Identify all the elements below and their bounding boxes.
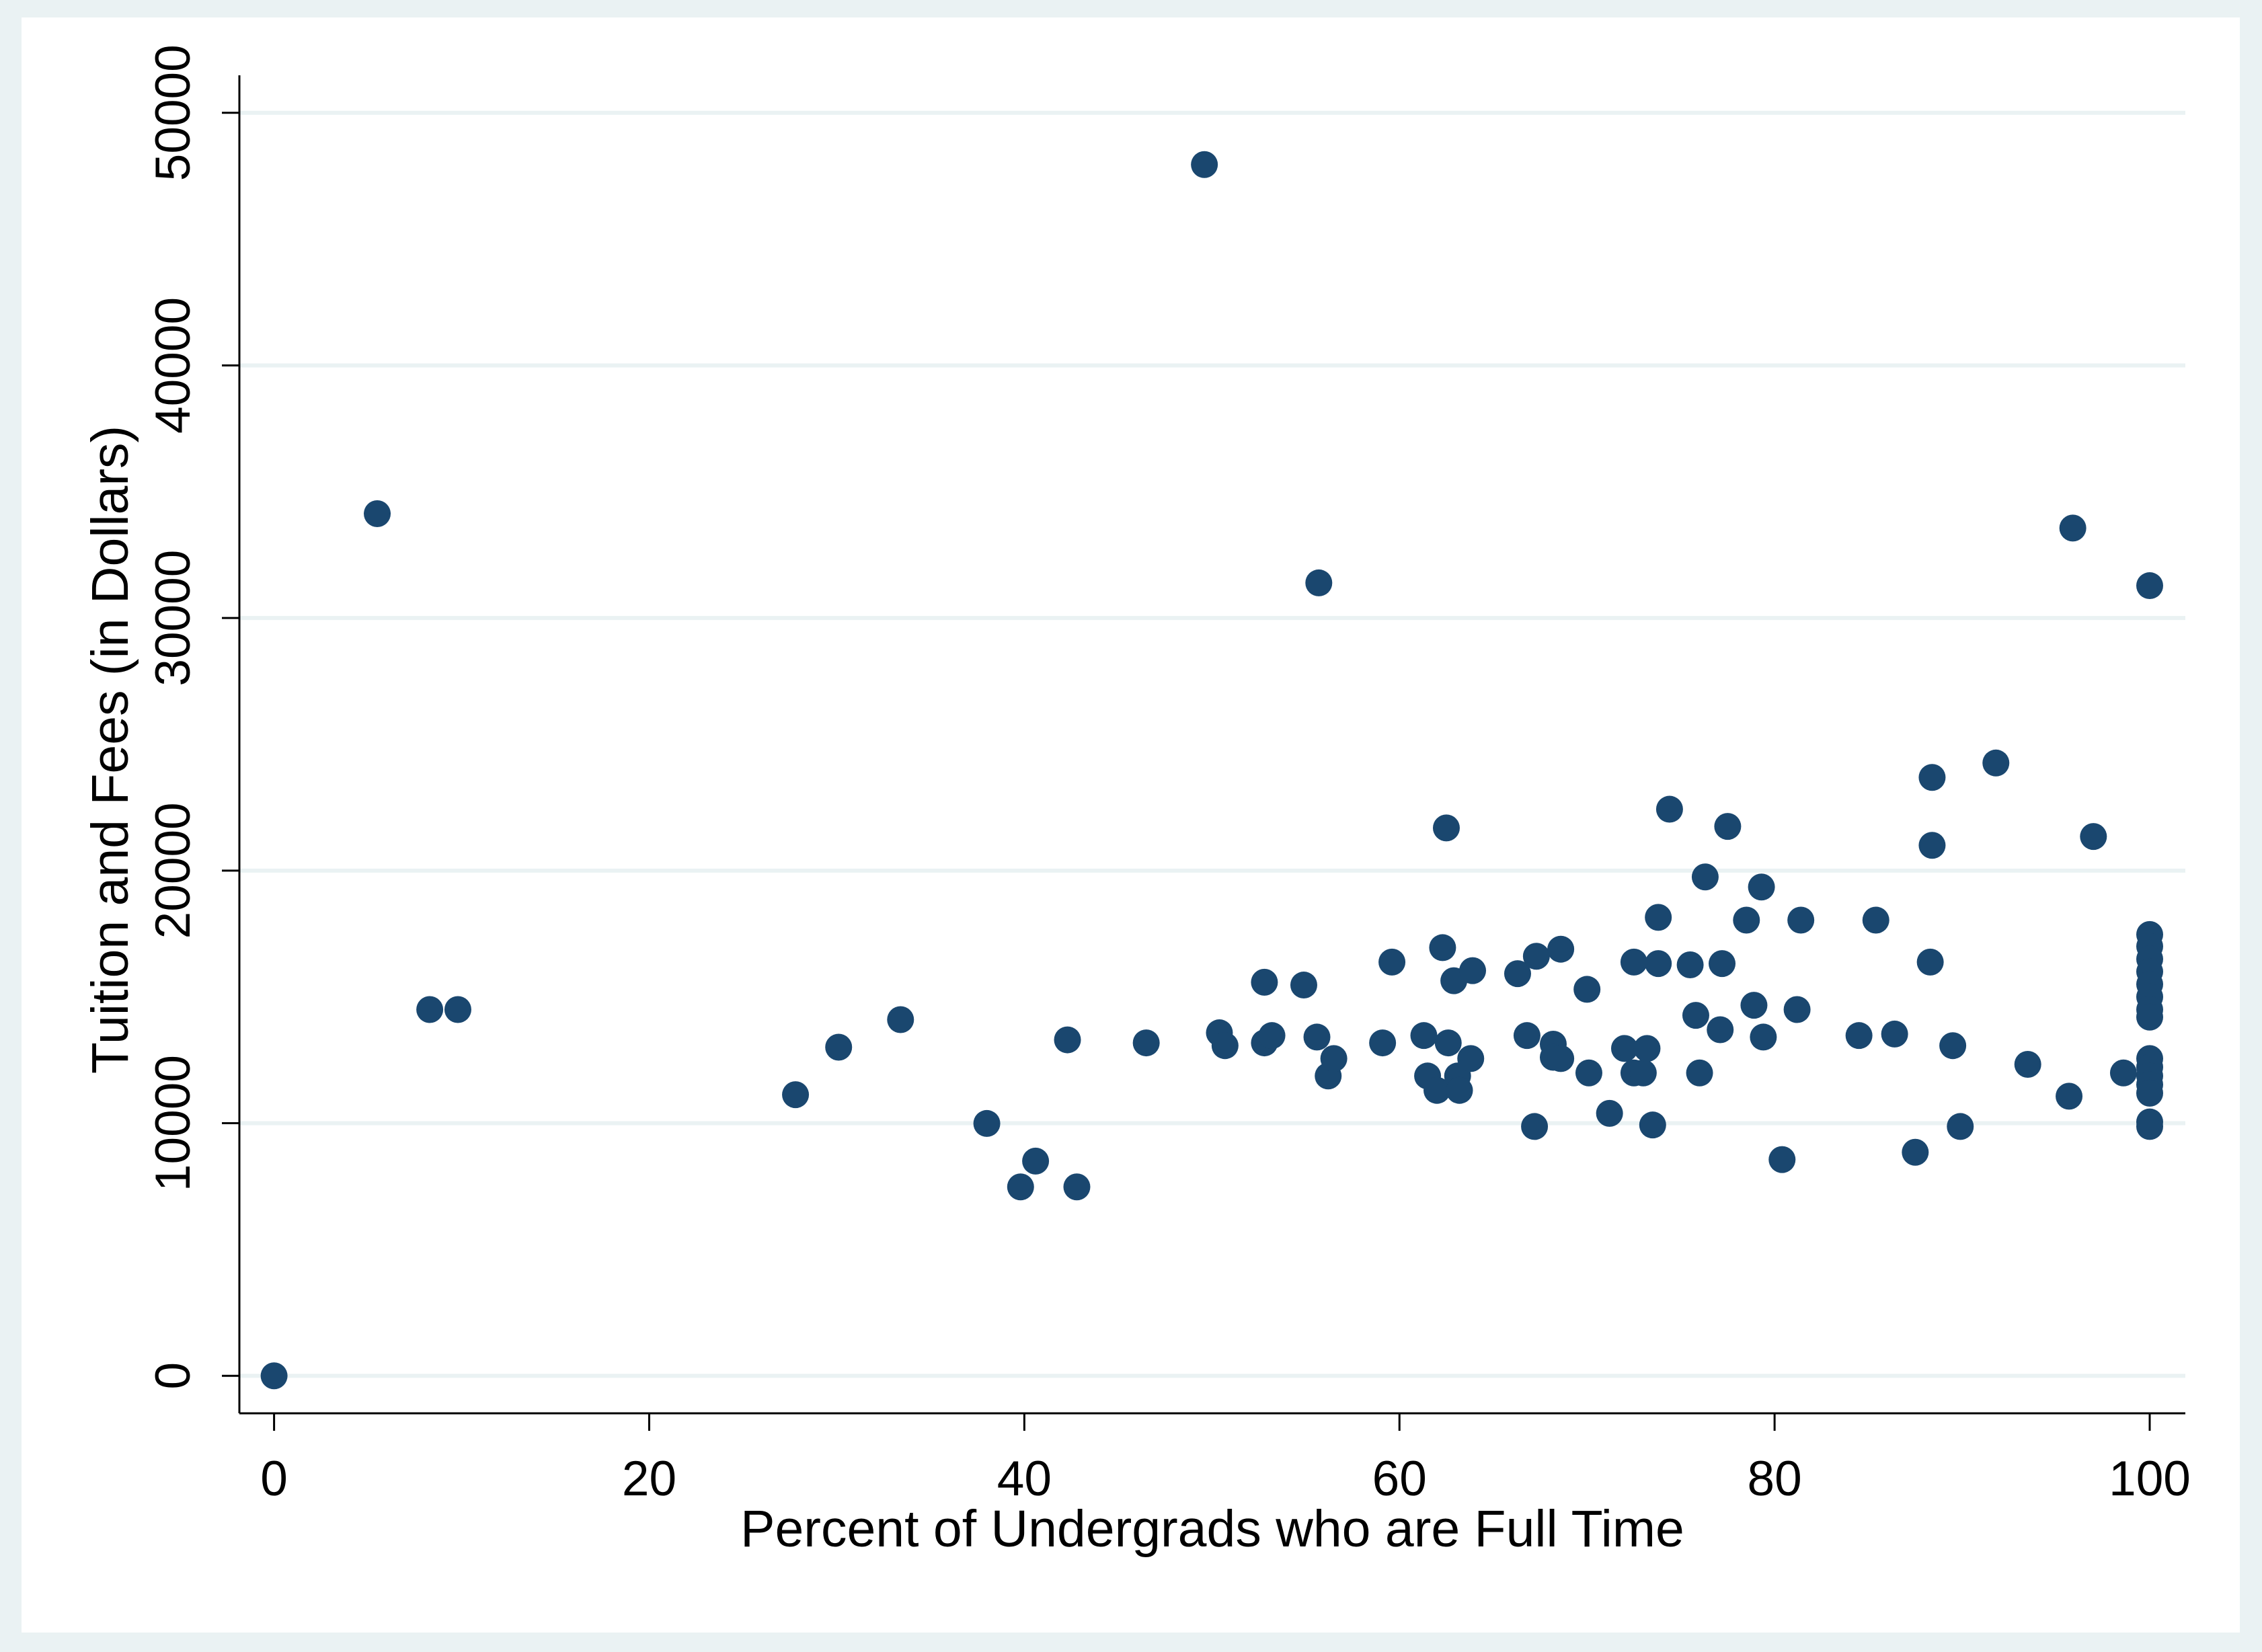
y-axis-title: Tuition and Fees (in Dollars) xyxy=(81,426,139,1074)
point xyxy=(2014,1051,2041,1078)
point xyxy=(1596,1099,1623,1127)
y-tick-label: 10000 xyxy=(146,1055,200,1191)
point xyxy=(1902,1138,1929,1166)
point xyxy=(1862,906,1889,934)
point xyxy=(1748,873,1775,901)
point xyxy=(1258,1022,1286,1050)
point xyxy=(782,1081,810,1109)
point xyxy=(1982,749,2010,777)
point xyxy=(1547,1045,1575,1072)
point xyxy=(1446,1076,1473,1104)
y-tick-label: 0 xyxy=(146,1362,200,1390)
plot-background xyxy=(22,17,2240,1633)
point xyxy=(1424,1076,1451,1104)
y-tick-label: 40000 xyxy=(146,297,200,434)
point xyxy=(1610,1035,1638,1062)
point xyxy=(1211,1032,1239,1060)
point xyxy=(1410,1022,1438,1050)
x-tick-label: 40 xyxy=(997,1452,1052,1506)
point xyxy=(1434,1029,1462,1057)
point xyxy=(1768,1146,1796,1173)
point xyxy=(1629,1059,1657,1087)
point xyxy=(1682,1002,1709,1029)
point xyxy=(1251,968,1278,996)
point xyxy=(1939,1032,1967,1060)
point xyxy=(1633,1035,1661,1062)
point xyxy=(1504,960,1531,988)
point xyxy=(1655,795,1683,823)
point xyxy=(1459,957,1487,984)
point xyxy=(1645,950,1672,978)
point xyxy=(1022,1147,1050,1175)
point xyxy=(1303,1023,1331,1051)
x-tick-label: 60 xyxy=(1372,1452,1427,1506)
point xyxy=(1521,1113,1549,1140)
point xyxy=(1513,1022,1540,1050)
point xyxy=(1691,863,1719,891)
point xyxy=(1457,1045,1485,1072)
point xyxy=(973,1109,1001,1137)
point xyxy=(1845,1022,1873,1050)
point xyxy=(1783,996,1811,1023)
point xyxy=(1676,951,1704,978)
point xyxy=(2136,1003,2164,1031)
point xyxy=(2080,823,2107,851)
point xyxy=(1429,934,1456,961)
y-tick-label: 20000 xyxy=(146,802,200,939)
point xyxy=(825,1033,853,1061)
point xyxy=(1918,764,1946,791)
point xyxy=(1750,1023,1777,1051)
point xyxy=(1573,976,1601,1003)
point xyxy=(2109,1059,2137,1087)
point xyxy=(2059,514,2086,542)
point xyxy=(1369,1029,1397,1057)
point xyxy=(1709,950,1736,978)
point xyxy=(1522,943,1550,970)
y-tick-label: 50000 xyxy=(146,44,200,181)
x-tick-label: 100 xyxy=(2109,1452,2191,1506)
point xyxy=(1007,1173,1034,1201)
y-tick-label: 30000 xyxy=(146,550,200,686)
point xyxy=(1378,948,1406,976)
point xyxy=(1547,935,1575,963)
point xyxy=(1054,1026,1081,1054)
point xyxy=(1063,1173,1091,1201)
point xyxy=(1645,904,1672,931)
point xyxy=(1305,569,1333,596)
point xyxy=(1916,948,1944,976)
point xyxy=(1918,832,1946,859)
x-axis-title: Percent of Undergrads who are Full Time xyxy=(740,1500,1684,1558)
point xyxy=(1191,151,1218,178)
point xyxy=(1707,1016,1734,1044)
point xyxy=(416,996,444,1023)
point xyxy=(1787,906,1815,934)
point xyxy=(260,1362,288,1390)
point xyxy=(2136,1113,2164,1140)
point xyxy=(2136,572,2164,600)
x-tick-label: 80 xyxy=(1748,1452,1802,1506)
x-tick-label: 20 xyxy=(622,1452,676,1506)
point xyxy=(1639,1111,1666,1139)
point xyxy=(2056,1083,2083,1110)
point xyxy=(887,1006,914,1033)
point xyxy=(1881,1020,1908,1048)
point xyxy=(444,996,471,1023)
point xyxy=(364,500,391,527)
point xyxy=(1620,948,1647,976)
point xyxy=(2136,1079,2164,1107)
point xyxy=(1740,992,1768,1019)
point xyxy=(1290,972,1317,999)
point xyxy=(1132,1029,1160,1057)
point xyxy=(1947,1113,1974,1140)
point xyxy=(1320,1045,1348,1072)
x-tick-label: 0 xyxy=(260,1452,288,1506)
point xyxy=(1432,814,1460,842)
point xyxy=(1714,813,1742,840)
point xyxy=(1686,1059,1713,1087)
point xyxy=(1733,906,1760,934)
point xyxy=(1575,1059,1602,1087)
